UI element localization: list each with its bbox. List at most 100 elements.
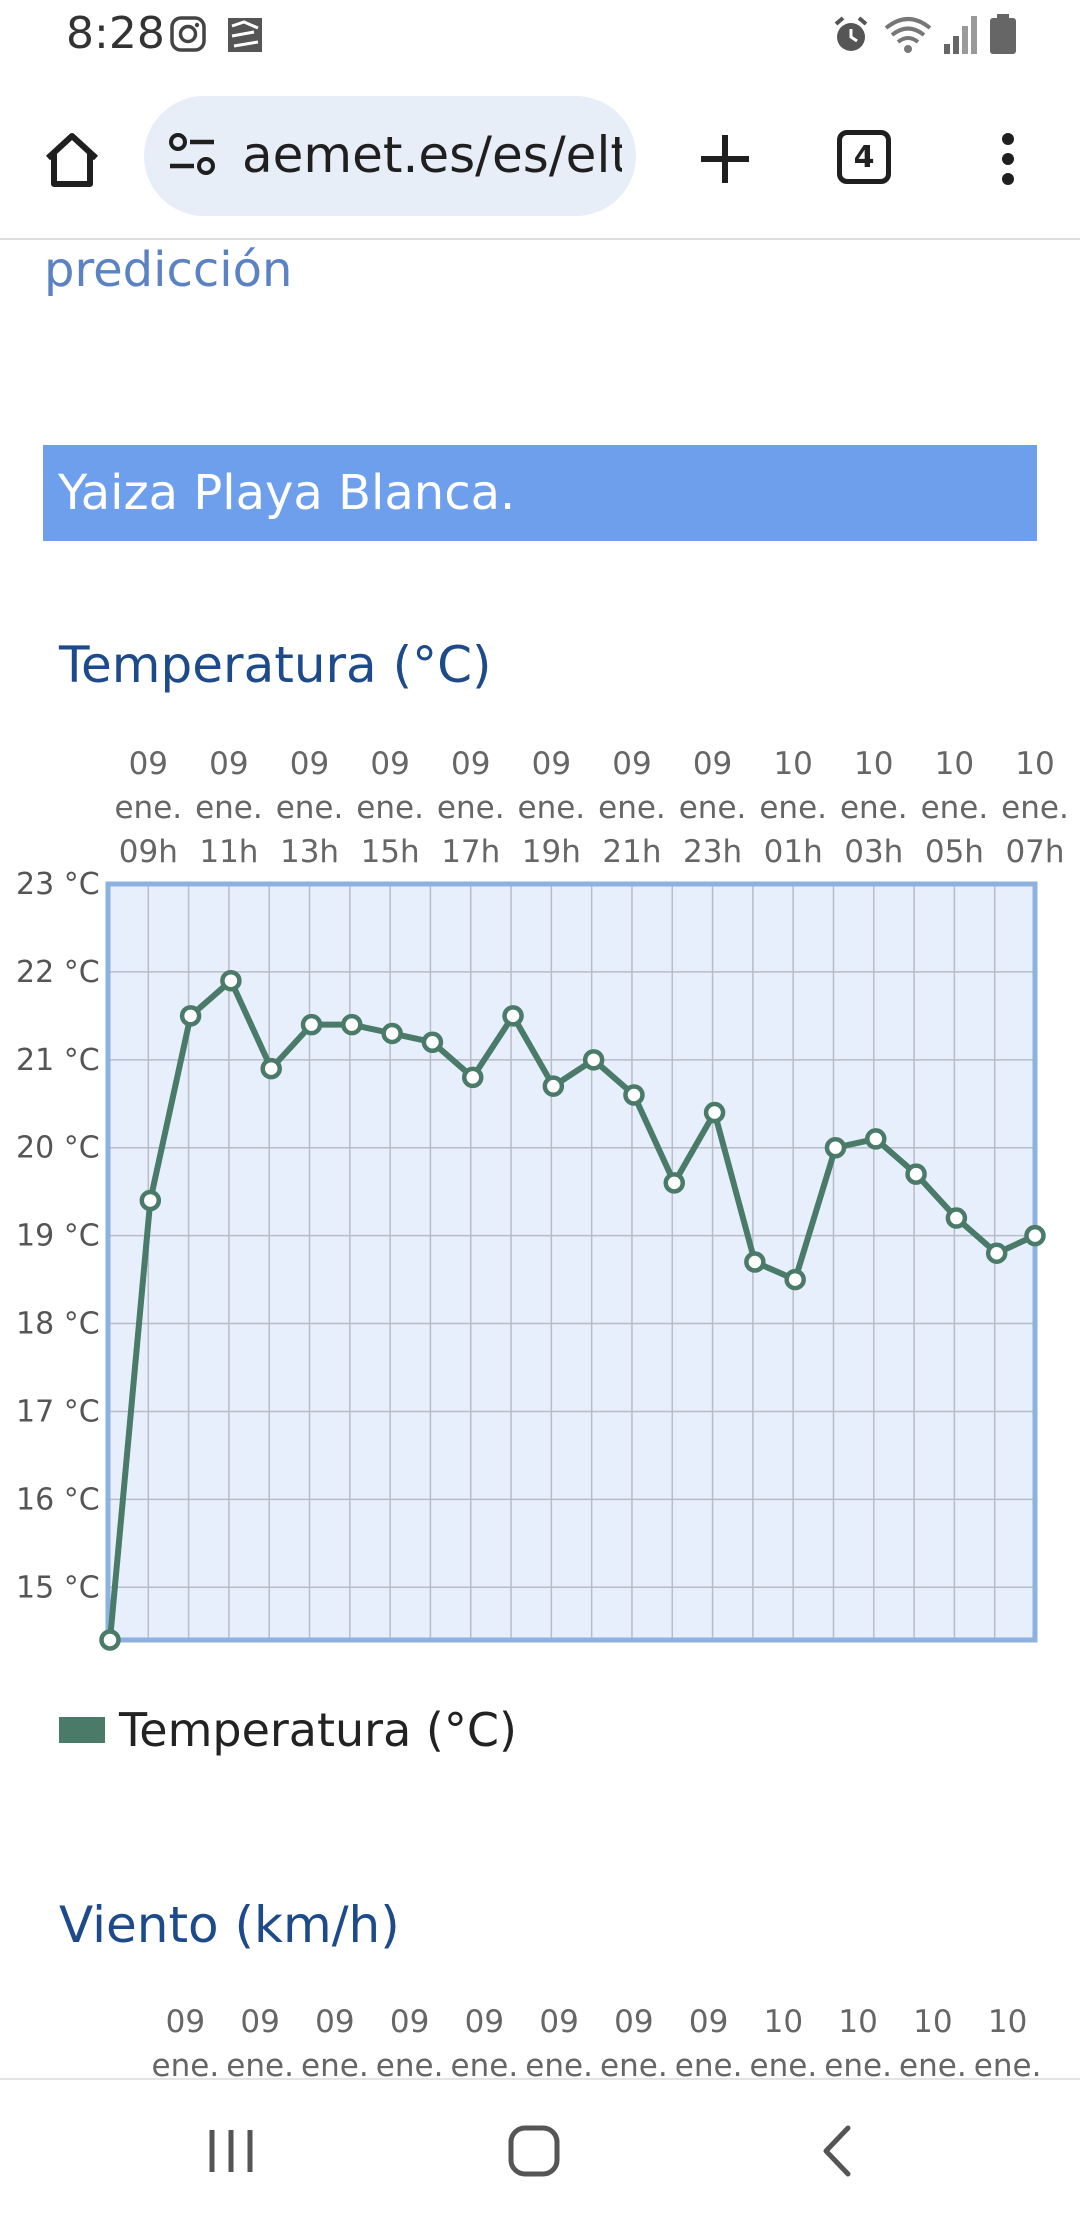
x-tick-label: ene.: [114, 790, 182, 826]
x-tick-label: ene.: [759, 790, 827, 826]
wind-x-tick-label: 10: [988, 2004, 1027, 2040]
wind-x-tick-label: ene.: [824, 2048, 892, 2078]
x-tick-label: 19h: [522, 834, 581, 870]
wind-x-tick-label: ene.: [750, 2048, 818, 2078]
wind-x-tick-label: ene.: [301, 2048, 369, 2078]
x-tick-label: ene.: [276, 790, 344, 826]
url-text[interactable]: aemet.es/es/eltiempo/prediccion: [242, 126, 622, 184]
temperature-point: [99, 1629, 121, 1651]
x-tick-label: 10: [773, 746, 812, 782]
wind-x-tick-label: ene.: [899, 2048, 967, 2078]
temperature-point: [300, 1013, 323, 1036]
location-header: Yaiza Playa Blanca.: [43, 445, 1037, 541]
y-tick-label: 18 °C: [16, 1307, 100, 1342]
x-tick-label: ene.: [356, 790, 424, 826]
wind-x-tick-label: 10: [838, 2004, 877, 2040]
y-tick-label: 19 °C: [16, 1219, 100, 1254]
wind-x-tick-label: 09: [689, 2004, 728, 2040]
temperature-point: [865, 1128, 887, 1150]
temperature-point: [220, 969, 242, 992]
back-icon[interactable]: [818, 2124, 856, 2178]
plot-background: [108, 884, 1035, 1640]
temperature-point: [139, 1189, 162, 1212]
y-tick-label: 17 °C: [16, 1394, 100, 1429]
x-tick-label: 11h: [199, 834, 258, 870]
wind-x-tick-label: 09: [614, 2004, 653, 2040]
temperature-point: [582, 1049, 605, 1071]
wind-x-tick-label: ene.: [600, 2048, 668, 2078]
y-tick-label: 22 °C: [16, 955, 100, 990]
x-tick-label: ene.: [437, 790, 505, 826]
temperature-title: Temperatura (°C): [59, 636, 492, 694]
home-nav-icon[interactable]: [507, 2124, 561, 2178]
plot-border: [105, 881, 1038, 1643]
wind-x-tick-label: 10: [764, 2004, 803, 2040]
x-tick-label: 10: [935, 746, 974, 782]
x-tick-label: 09: [612, 746, 651, 782]
x-tick-label: ene.: [840, 790, 908, 826]
new-tab-button[interactable]: [680, 114, 770, 204]
site-settings-icon[interactable]: [166, 130, 220, 180]
x-tick-label: 09: [209, 746, 248, 782]
wind-x-tick-label: 09: [315, 2004, 354, 2040]
temperature-point: [421, 1031, 444, 1053]
x-tick-label: 17h: [441, 834, 500, 870]
menu-button[interactable]: [980, 114, 1036, 204]
x-tick-label: 23h: [683, 834, 742, 870]
x-tick-label: ene.: [518, 790, 586, 826]
temperature-point: [663, 1172, 686, 1194]
temperature-point: [260, 1057, 282, 1080]
temperature-point: [703, 1101, 726, 1124]
wind-x-tick-label: ene.: [226, 2048, 294, 2078]
new-tab-icon: [701, 135, 749, 183]
temperature-point: [784, 1268, 806, 1291]
x-tick-label: 05h: [925, 834, 984, 870]
x-tick-label: 09: [129, 746, 168, 782]
tabs-icon[interactable]: 4: [837, 130, 891, 184]
status-bar: 8:28: [0, 0, 1080, 80]
x-tick-label: 09: [290, 746, 329, 782]
x-tick-label: ene.: [1001, 790, 1069, 826]
legend-label: Temperatura (°C): [119, 1703, 517, 1757]
navigation-bar: [0, 2078, 1080, 2220]
instagram-icon: [170, 16, 206, 52]
x-tick-label: 21h: [602, 834, 661, 870]
wind-chart-axis: 09 ene. 09 ene. 09 ene. 09 ene. 09 ene. 09 ene. 09 en…: [152, 2004, 1042, 2078]
wind-x-tick-label: 10: [913, 2004, 952, 2040]
temperature-point: [179, 1005, 202, 1027]
x-tick-label: ene.: [921, 790, 989, 826]
temperature-chart: 15 °C 16 °C 17 °C 18 °C 19 °C 20 °C 21 °C 22 °C…: [16, 746, 1069, 1651]
y-tick-label: 23 °C: [16, 867, 100, 902]
x-tick-label: 09: [451, 746, 490, 782]
temperature-point: [502, 1005, 524, 1027]
prediccion-link[interactable]: predicción: [44, 242, 293, 298]
x-tick-label: 15h: [361, 834, 420, 870]
location-name: Yaiza Playa Blanca.: [58, 465, 516, 521]
temperature-point: [985, 1242, 1008, 1264]
temperature-point: [824, 1136, 847, 1159]
recent-apps-icon[interactable]: [206, 2126, 256, 2176]
wind-x-tick-label: ene.: [525, 2048, 593, 2078]
wind-x-tick-label: ene.: [451, 2048, 519, 2078]
temperature-point: [542, 1075, 565, 1097]
y-tick-label: 15 °C: [16, 1570, 100, 1605]
legend-swatch: [59, 1717, 105, 1743]
x-tick-label: 03h: [844, 834, 903, 870]
home-button[interactable]: [30, 118, 114, 202]
x-tick-label: 10: [1015, 746, 1054, 782]
home-icon: [45, 133, 99, 187]
wind-x-tick-label: 09: [539, 2004, 578, 2040]
x-tick-label: ene.: [598, 790, 666, 826]
wind-x-tick-label: ene.: [376, 2048, 444, 2078]
temperature-point: [1024, 1224, 1046, 1247]
wind-x-tick-label: 09: [240, 2004, 279, 2040]
x-tick-label: 13h: [280, 834, 339, 870]
x-tick-label: ene.: [679, 790, 747, 826]
alarm-icon: [834, 16, 868, 51]
wind-x-tick-label: ene.: [152, 2048, 220, 2078]
menu-icon: [1002, 133, 1014, 185]
chart-legend[interactable]: Temperatura (°C): [59, 1700, 517, 1760]
browser-toolbar: aemet.es/es/eltiempo/prediccion 4: [0, 80, 1080, 240]
address-bar[interactable]: aemet.es/es/eltiempo/prediccion: [144, 96, 636, 216]
temperature-point: [744, 1251, 766, 1273]
